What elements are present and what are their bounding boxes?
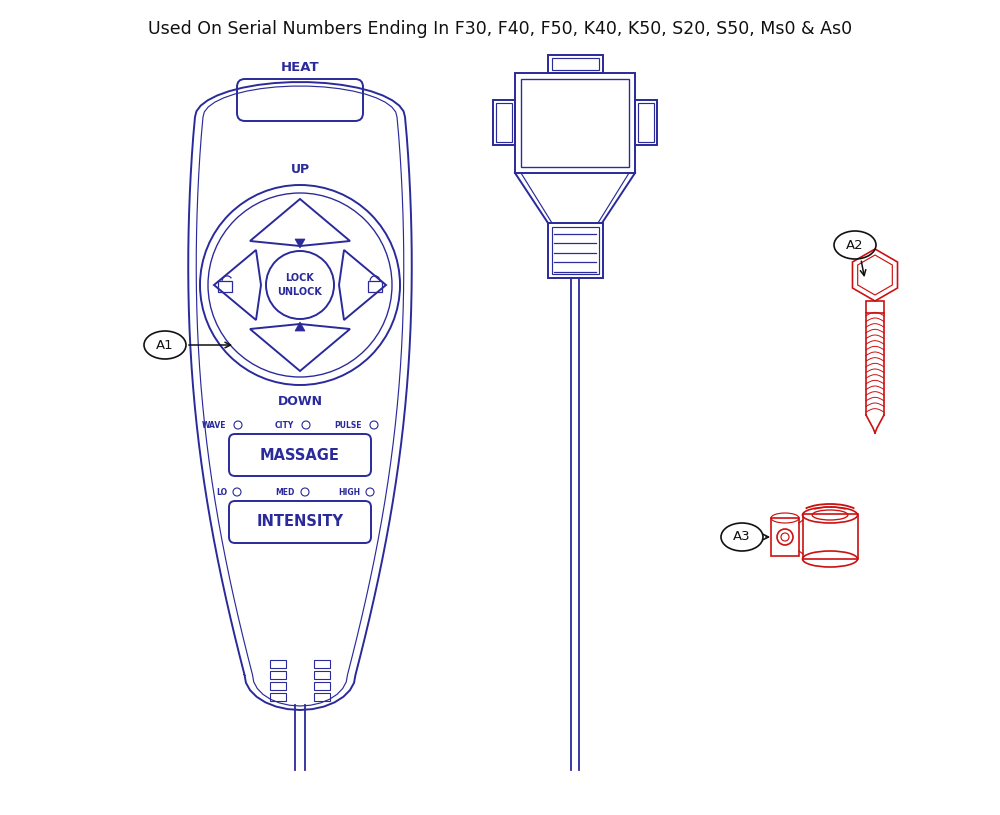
Bar (638, 103, 654, 142)
Bar (270, 660, 286, 668)
Text: PULSE: PULSE (335, 421, 362, 430)
Bar (496, 103, 512, 142)
Bar (552, 227, 599, 274)
Bar (515, 73, 635, 173)
Text: CITY: CITY (275, 421, 294, 430)
Text: DOWN: DOWN (278, 394, 323, 408)
Bar (548, 223, 603, 278)
Text: MED: MED (276, 487, 295, 496)
Bar (270, 693, 286, 701)
Bar (635, 100, 657, 145)
Bar (803, 514, 858, 559)
Text: UP: UP (290, 162, 310, 175)
Text: MASSAGE: MASSAGE (260, 447, 340, 462)
Bar (314, 660, 330, 668)
Bar (493, 100, 515, 145)
Text: LO: LO (216, 487, 227, 496)
Bar (771, 518, 799, 556)
Text: A3: A3 (733, 531, 751, 544)
Bar (270, 671, 286, 679)
Text: UNLOCK: UNLOCK (278, 287, 322, 297)
Bar (368, 281, 382, 292)
Bar (270, 682, 286, 690)
Text: A1: A1 (156, 338, 174, 351)
Text: WAVE: WAVE (202, 421, 226, 430)
Bar (218, 281, 232, 292)
Text: Used On Serial Numbers Ending In F30, F40, F50, K40, K50, S20, S50, Ms0 & As0: Used On Serial Numbers Ending In F30, F4… (148, 20, 852, 38)
Bar (866, 301, 884, 313)
Bar (314, 693, 330, 701)
Bar (314, 671, 330, 679)
Text: HIGH: HIGH (338, 487, 360, 496)
Bar (548, 55, 603, 73)
Text: INTENSITY: INTENSITY (257, 514, 344, 530)
Polygon shape (295, 322, 305, 331)
Text: A2: A2 (846, 239, 864, 252)
Bar (314, 682, 330, 690)
Text: LOCK: LOCK (286, 273, 314, 283)
Polygon shape (295, 239, 305, 248)
Text: HEAT: HEAT (281, 60, 319, 73)
Bar (521, 79, 629, 167)
Bar (552, 58, 599, 70)
